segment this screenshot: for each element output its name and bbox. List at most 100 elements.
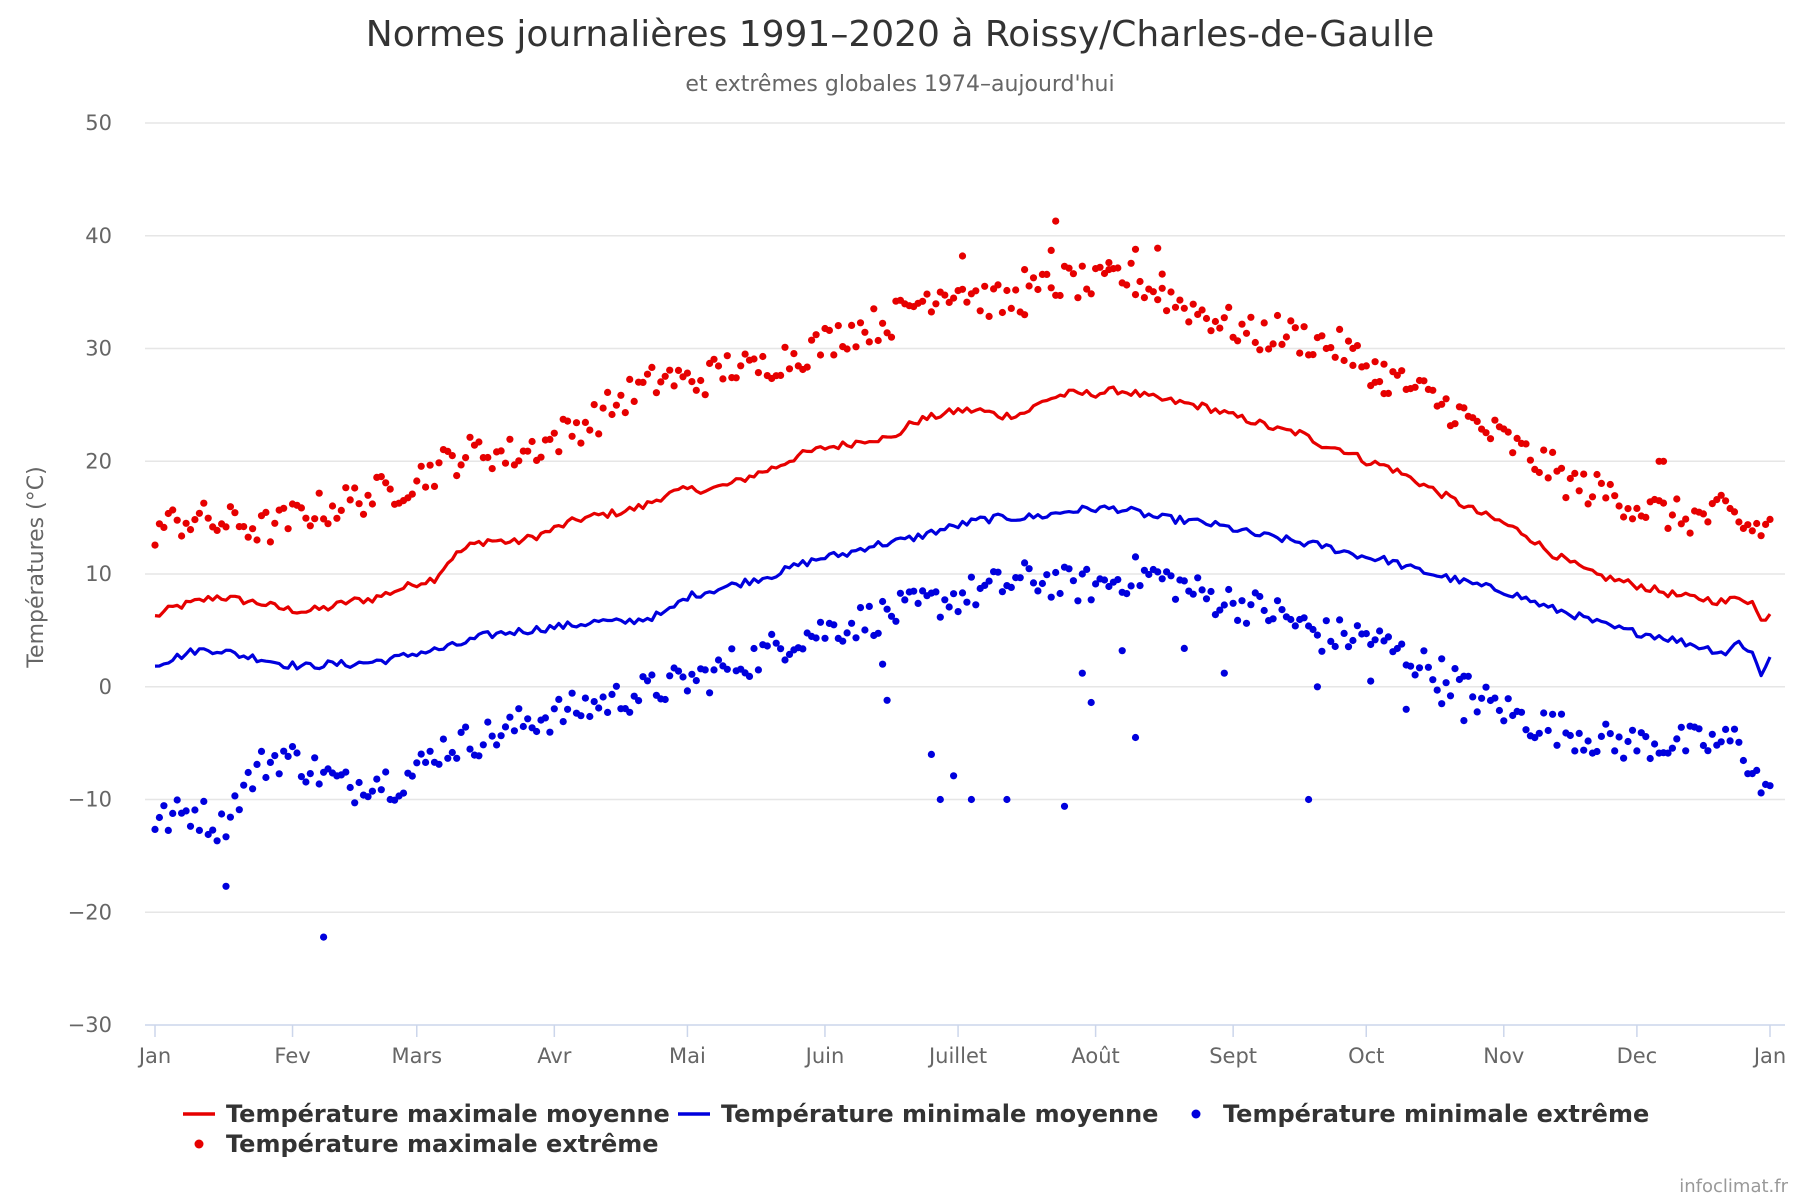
data-point (191, 516, 199, 524)
data-point (524, 715, 532, 723)
data-point (253, 536, 261, 544)
data-point (1025, 565, 1033, 573)
data-point (985, 577, 993, 585)
data-point (723, 352, 731, 360)
data-point (861, 328, 869, 336)
data-point (879, 660, 887, 668)
legend-item[interactable]: Température maximale moyenne (183, 1100, 670, 1128)
data-point (1158, 575, 1166, 583)
data-point (1730, 508, 1739, 516)
data-point (626, 708, 634, 716)
data-point (1131, 291, 1140, 299)
data-point (191, 806, 199, 814)
data-point (1402, 705, 1410, 713)
legend-dot-symbol (194, 1139, 204, 1149)
data-point (1003, 286, 1011, 295)
data-point (1744, 521, 1752, 529)
data-point (528, 437, 536, 446)
data-point (639, 378, 647, 386)
data-point (519, 722, 527, 731)
data-point (1198, 586, 1206, 594)
data-point (674, 667, 683, 675)
data-point (311, 754, 319, 762)
data-point (932, 588, 940, 596)
data-point (1411, 671, 1419, 679)
data-point (750, 644, 758, 653)
data-point (249, 525, 257, 533)
data-point (1429, 676, 1437, 684)
data-point (1611, 492, 1619, 500)
data-point (1593, 470, 1601, 479)
data-point (1220, 601, 1228, 609)
data-point (759, 352, 767, 361)
data-point (288, 743, 297, 751)
data-point (1473, 417, 1481, 425)
data-point (1717, 491, 1725, 499)
data-point (368, 500, 376, 508)
data-point (723, 665, 731, 673)
data-point (1349, 361, 1357, 369)
data-point (595, 704, 603, 712)
data-point (262, 773, 270, 782)
data-point (1123, 590, 1131, 598)
data-point (1140, 294, 1148, 302)
data-point (218, 810, 226, 818)
data-point (564, 705, 572, 713)
data-point (617, 391, 625, 399)
data-point (506, 435, 514, 443)
data-point (515, 457, 523, 465)
data-point (865, 602, 873, 611)
data-point (1260, 606, 1268, 615)
data-point (1171, 303, 1180, 311)
data-point (1704, 747, 1712, 755)
legend-item[interactable]: Température maximale extrême (194, 1130, 659, 1158)
data-point (333, 514, 341, 522)
data-point (1557, 710, 1566, 718)
data-point (1194, 574, 1202, 582)
data-point (546, 435, 554, 443)
data-point (377, 786, 385, 794)
y-tick-label: −20 (68, 900, 112, 924)
data-point (643, 677, 652, 685)
data-point (226, 503, 234, 511)
data-point (1327, 344, 1335, 352)
data-point (231, 509, 239, 517)
data-point (919, 297, 927, 305)
data-point (1424, 663, 1432, 671)
data-point (1393, 371, 1401, 379)
data-point (1021, 559, 1029, 567)
data-point (923, 290, 931, 298)
data-point (1633, 504, 1641, 512)
data-point (293, 749, 301, 757)
data-point (417, 750, 425, 758)
data-point (754, 666, 763, 674)
legend-item[interactable]: Température minimale extrême (1191, 1100, 1650, 1128)
data-point (364, 491, 372, 499)
data-point (479, 741, 487, 749)
data-point (998, 588, 1007, 596)
data-point (355, 500, 363, 508)
data-point (1123, 281, 1131, 289)
data-point (1083, 285, 1091, 293)
data-point (1371, 358, 1379, 366)
data-point (1034, 285, 1042, 294)
data-point (1176, 296, 1184, 304)
data-point (1535, 729, 1543, 737)
data-point (457, 728, 465, 737)
data-point (670, 382, 678, 390)
data-point (155, 813, 163, 822)
credit-text[interactable]: infoclimat.fr (1679, 1176, 1788, 1197)
data-point (164, 826, 172, 835)
data-point (1593, 747, 1601, 756)
data-point (417, 462, 425, 470)
data-point (1047, 246, 1055, 254)
data-point (1460, 404, 1468, 412)
data-point (488, 465, 496, 473)
data-point (950, 772, 958, 780)
legend-item[interactable]: Température minimale moyenne (678, 1100, 1158, 1128)
data-point (1336, 325, 1344, 333)
data-point (1056, 291, 1064, 300)
x-tick-label: Oct (1348, 1044, 1384, 1068)
data-point (453, 754, 461, 762)
data-point (1287, 317, 1295, 325)
